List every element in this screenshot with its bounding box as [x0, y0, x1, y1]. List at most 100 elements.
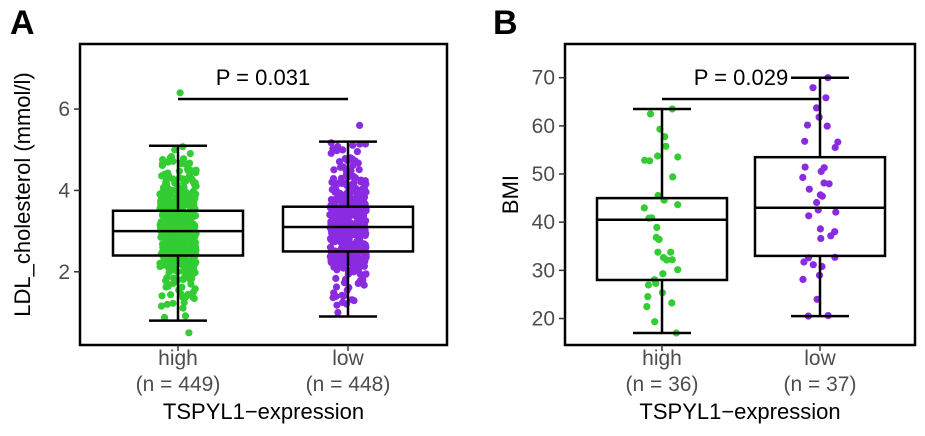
data-point	[158, 292, 166, 300]
x-tick-n-label: (n = 37)	[784, 373, 857, 396]
data-point	[163, 203, 171, 211]
data-point	[174, 238, 183, 246]
panel-a: A 2 4 6 LDL_cholesterol (mmol/l) high (n = 449…	[10, 4, 449, 424]
data-point	[160, 183, 168, 191]
data-point	[178, 283, 186, 291]
data-point	[823, 122, 831, 130]
x-tick-label: high	[642, 347, 682, 370]
data-point	[189, 191, 197, 199]
data-point	[358, 272, 366, 280]
data-point	[185, 223, 193, 231]
group-low: low (n = 448)	[281, 121, 415, 396]
data-point	[191, 223, 199, 231]
data-point	[817, 167, 825, 175]
data-point	[674, 266, 682, 274]
data-point	[813, 198, 821, 207]
data-point	[190, 248, 198, 256]
data-point	[333, 301, 341, 309]
y-tick-label: 4	[58, 179, 70, 202]
data-point	[659, 270, 667, 278]
data-point	[338, 291, 346, 299]
data-point	[340, 279, 349, 287]
data-point	[801, 137, 809, 145]
data-point	[803, 121, 812, 129]
data-point	[356, 121, 364, 129]
data-point	[166, 186, 174, 194]
data-point	[327, 256, 335, 265]
data-point	[669, 173, 677, 181]
box-iqr	[595, 196, 729, 282]
data-point	[167, 153, 175, 161]
y-tick-label: 30	[532, 259, 555, 282]
data-point	[354, 240, 362, 248]
data-point	[355, 233, 363, 241]
data-point	[186, 275, 194, 283]
data-point	[164, 282, 172, 290]
x-tick-n-label: (n = 449)	[136, 373, 221, 396]
data-point	[799, 173, 807, 182]
data-point	[809, 84, 817, 92]
data-point	[167, 291, 175, 299]
data-point	[655, 235, 663, 243]
data-point	[326, 243, 335, 251]
plot-frame	[78, 42, 449, 347]
data-point	[668, 256, 676, 264]
group-high: high (n = 36)	[595, 105, 729, 396]
y-tick-label: 60	[532, 115, 555, 138]
y-tick-label: 50	[532, 163, 555, 186]
panel-letter: A	[10, 4, 35, 42]
data-point	[653, 223, 661, 231]
y-axis-title: LDL_cholesterol (mmol/l)	[10, 72, 35, 317]
data-point	[191, 179, 199, 187]
data-point	[167, 242, 175, 250]
data-point	[334, 308, 342, 317]
data-point	[178, 191, 186, 200]
data-point	[358, 196, 366, 204]
data-point	[674, 153, 682, 161]
x-tick-n-label: (n = 36)	[626, 373, 699, 396]
data-point	[831, 228, 839, 236]
data-point	[328, 207, 336, 215]
data-point	[332, 188, 340, 196]
panel-letter: B	[493, 4, 518, 42]
data-point	[801, 163, 809, 171]
data-point	[644, 293, 652, 301]
data-point	[168, 247, 176, 256]
data-point	[805, 185, 813, 193]
data-point	[349, 155, 357, 163]
data-point	[812, 104, 821, 112]
data-point	[351, 174, 359, 182]
group-high: high (n = 449)	[111, 89, 245, 396]
data-point	[337, 174, 345, 182]
data-point	[171, 146, 179, 154]
data-point	[184, 166, 192, 174]
plot-frame	[563, 42, 917, 347]
data-point	[156, 259, 164, 267]
data-point	[186, 234, 194, 242]
data-point	[163, 231, 171, 239]
data-point	[181, 312, 190, 320]
x-axis-title: TSPYL1−expression	[163, 399, 364, 424]
data-point	[185, 210, 193, 218]
data-point	[164, 263, 173, 271]
data-point	[834, 138, 842, 146]
data-point	[651, 318, 659, 326]
data-point	[186, 150, 194, 158]
p-value-label: P = 0.031	[216, 65, 310, 90]
data-point	[643, 303, 651, 311]
data-point	[175, 219, 183, 227]
data-point	[159, 220, 167, 228]
data-point	[674, 201, 682, 209]
data-point	[190, 269, 198, 278]
data-point	[327, 149, 335, 157]
data-point	[667, 248, 675, 256]
data-point	[816, 225, 825, 233]
data-point	[176, 89, 184, 97]
data-point	[668, 299, 676, 307]
data-point	[817, 234, 825, 243]
data-point	[179, 175, 187, 183]
data-point	[180, 274, 188, 282]
data-point	[335, 158, 344, 166]
data-point	[170, 232, 178, 240]
